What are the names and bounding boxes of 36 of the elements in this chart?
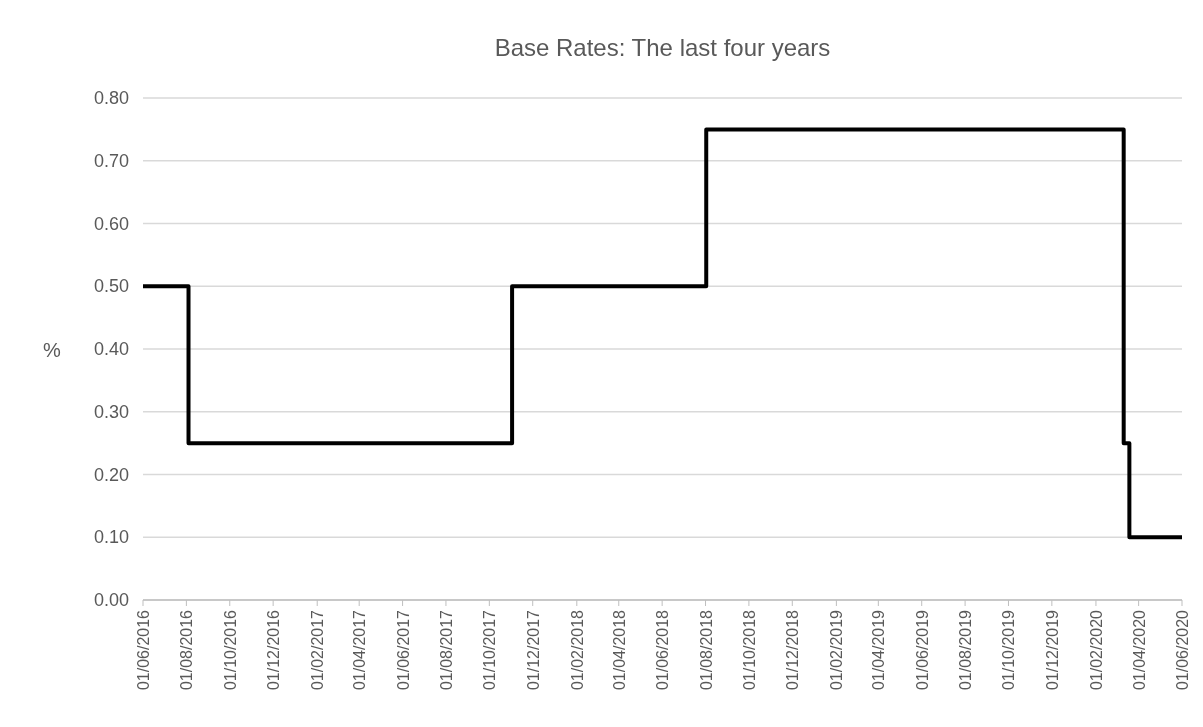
x-tick-label: 01/06/2016 — [135, 609, 152, 691]
x-tick-label: 01/08/2017 — [437, 609, 455, 691]
x-tick-label: 01/10/2019 — [1000, 609, 1018, 691]
x-tick-label: 01/02/2017 — [309, 609, 327, 691]
y-tick-label: 0.00 — [93, 590, 129, 610]
x-tick-label: 01/04/2017 — [351, 609, 369, 691]
y-axis-title: % — [43, 339, 62, 361]
x-tick-label: 01/02/2018 — [568, 609, 586, 691]
x-tick-label: 01/04/2018 — [610, 609, 628, 691]
y-tick-label: 0.20 — [93, 464, 129, 485]
x-tick-label: 01/12/2019 — [1043, 609, 1061, 691]
y-tick-label: 0.50 — [93, 276, 129, 297]
x-tick-label: 01/08/2018 — [697, 609, 715, 691]
x-tick-label: 01/08/2016 — [178, 609, 196, 691]
y-tick-label: 0.70 — [93, 150, 129, 171]
y-tick-label: 0.40 — [93, 339, 129, 359]
x-tick-label: 01/06/2020 — [1174, 609, 1191, 691]
y-tick-label: 0.10 — [93, 527, 129, 548]
x-tick-label: 01/12/2018 — [784, 609, 802, 691]
x-tick-label: 01/06/2018 — [654, 609, 672, 691]
x-tick-label: 01/08/2019 — [957, 609, 975, 691]
y-tick-label: 0.60 — [93, 213, 129, 234]
x-tick-label: 01/04/2020 — [1130, 609, 1148, 691]
x-tick-label: 01/06/2017 — [394, 609, 412, 691]
x-tick-label: 01/10/2017 — [481, 609, 499, 691]
x-tick-label: 01/12/2017 — [524, 609, 542, 691]
x-tick-label: 01/02/2019 — [828, 609, 846, 691]
x-tick-label: 01/10/2018 — [740, 609, 758, 691]
x-tick-label: 01/10/2016 — [221, 609, 239, 691]
chart-title: Base Rates: The last four years — [494, 34, 831, 61]
x-tick-label: 01/02/2020 — [1087, 609, 1105, 691]
x-tick-label: 01/04/2019 — [870, 609, 888, 691]
x-tick-label: 01/12/2016 — [265, 609, 283, 691]
x-tick-label: 01/06/2019 — [913, 609, 931, 691]
y-tick-label: 0.30 — [93, 401, 129, 422]
y-tick-label: 0.80 — [93, 88, 129, 108]
